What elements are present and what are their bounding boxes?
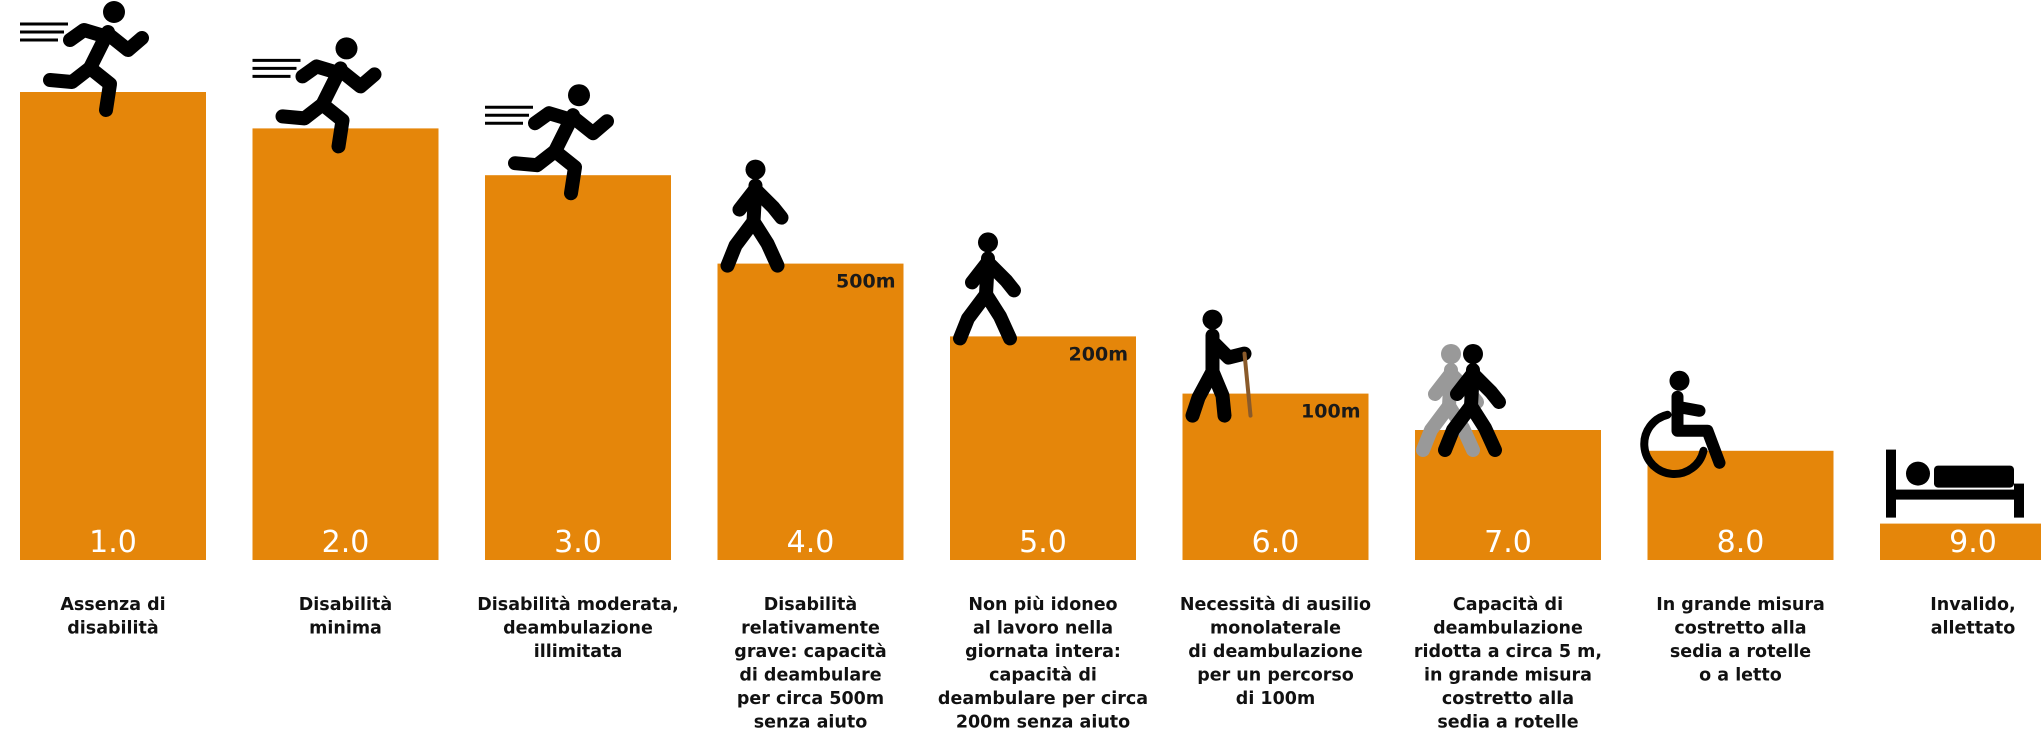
score-label-7: 7.0 <box>1484 525 1532 560</box>
score-label-9: 9.0 <box>1949 525 1997 560</box>
labels-layer: 1.0 Assenza di disabilità 2.0 Disabilità mini… <box>60 271 2015 733</box>
bar-1 <box>20 92 206 560</box>
running-person-icon <box>20 1 149 117</box>
wheelchair-icon <box>1640 370 1726 479</box>
bars-layer <box>20 92 2041 560</box>
bar-5 <box>950 336 1136 560</box>
running-person-icon <box>485 84 614 201</box>
description-6: Necessità di ausilio monolaterale di deamb… <box>1180 595 1371 709</box>
description-3: Disabilità moderata, deambulazione illimit… <box>477 595 678 662</box>
score-label-5: 5.0 <box>1019 525 1067 560</box>
distance-label-5: 200m <box>1069 343 1128 365</box>
walking-person-icon <box>953 232 1021 346</box>
bar-9 <box>1880 523 2041 560</box>
assisted-walking-icon <box>1416 344 1506 457</box>
bar-3 <box>485 175 671 560</box>
distance-label-4: 500m <box>836 271 895 293</box>
bar-2 <box>252 128 439 560</box>
description-7: Capacità di deambulazione ridotta a circa … <box>1414 595 1602 733</box>
bar-6 <box>1182 393 1369 560</box>
score-label-8: 8.0 <box>1717 525 1765 560</box>
running-person-icon <box>252 37 382 154</box>
bar-8 <box>1647 450 1834 560</box>
description-2: Disabilità minima <box>299 595 392 639</box>
score-label-2: 2.0 <box>322 525 370 560</box>
score-label-4: 4.0 <box>787 525 835 560</box>
description-5: Non più idoneo al lavoro nella giornata in… <box>938 595 1148 733</box>
person-with-cane-icon <box>1185 309 1253 423</box>
description-9: Invalido, allettato <box>1930 595 2015 639</box>
score-label-3: 3.0 <box>554 525 602 560</box>
distance-label-6: 100m <box>1301 401 1360 423</box>
icons-layer <box>20 1 2024 518</box>
description-4: Disabilità relativamente grave: capacità di… <box>734 595 886 733</box>
description-8: In grande misura costretto alla sedia a ro… <box>1656 595 1825 686</box>
score-label-1: 1.0 <box>89 525 137 560</box>
walking-person-icon <box>720 159 789 273</box>
description-1: Assenza di disabilità <box>60 595 165 639</box>
bar-4 <box>717 263 904 560</box>
score-label-6: 6.0 <box>1252 525 1300 560</box>
bed-icon <box>1886 449 2024 518</box>
